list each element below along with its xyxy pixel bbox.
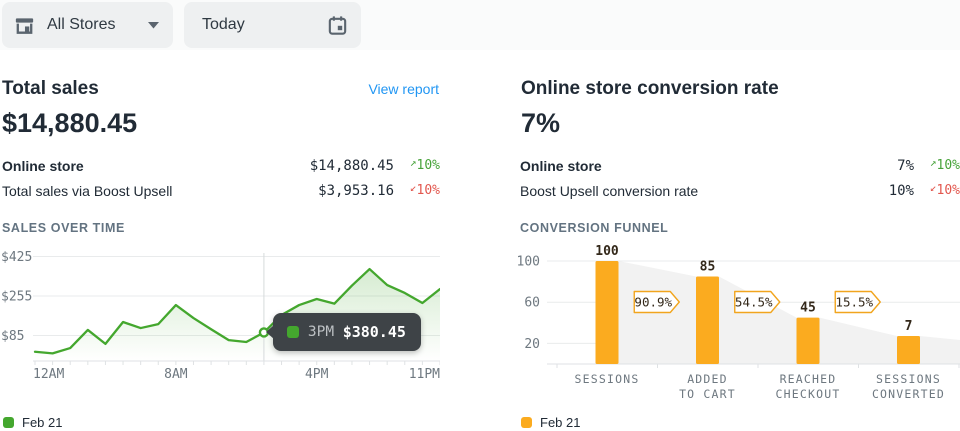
- metric-value: 7%: [897, 157, 914, 174]
- metric-value: 10%: [888, 182, 914, 199]
- metric-change: ↗10%: [929, 156, 960, 173]
- calendar-icon: [326, 14, 349, 37]
- svg-text:90.9%: 90.9%: [634, 295, 672, 310]
- svg-text:4PM: 4PM: [305, 367, 329, 382]
- date-filter-button[interactable]: Today: [184, 2, 361, 48]
- funnel-chart-legend: Feb 21: [521, 414, 581, 430]
- trend-down-icon: ↙: [929, 181, 937, 194]
- metric-row: Online store $14,880.45 ↗10%: [2, 153, 440, 178]
- tooltip-time: 3PM: [307, 324, 335, 341]
- metric-change: ↙10%: [929, 181, 960, 198]
- tooltip-value: $380.45: [342, 323, 406, 342]
- total-sales-value: $14,880.45: [2, 108, 138, 138]
- svg-text:100: 100: [517, 255, 540, 270]
- metric-change: ↗10%: [409, 156, 440, 173]
- svg-text:8AM: 8AM: [164, 367, 188, 382]
- svg-text:20: 20: [524, 337, 540, 352]
- filters-toolbar: All Stores Today: [0, 0, 960, 50]
- svg-text:SESSIONS: SESSIONS: [876, 372, 941, 386]
- metric-row: Online store 7% ↗10%: [520, 153, 960, 178]
- store-filter-label: All Stores: [47, 16, 116, 33]
- metric-row: Total sales via Boost Upsell $3,953.16 ↙…: [2, 178, 440, 203]
- total-sales-title: Total sales: [2, 78, 99, 99]
- svg-text:TO CART: TO CART: [679, 387, 736, 401]
- svg-text:SESSIONS: SESSIONS: [575, 372, 640, 386]
- legend-swatch-orange: [521, 416, 532, 428]
- conversion-rate-title: Online store conversion rate: [521, 78, 779, 99]
- svg-text:11PM: 11PM: [409, 367, 440, 382]
- sales-over-time-heading: SALES OVER TIME: [2, 221, 125, 235]
- svg-text:CHECKOUT: CHECKOUT: [776, 387, 841, 401]
- svg-text:CONVERTED: CONVERTED: [872, 387, 945, 401]
- chart-tooltip: 3PM $380.45: [265, 313, 421, 352]
- metric-value: $3,953.16: [318, 182, 394, 199]
- svg-text:60: 60: [524, 296, 540, 311]
- svg-text:15.5%: 15.5%: [835, 295, 873, 310]
- metric-change: ↙10%: [409, 181, 440, 198]
- svg-text:7: 7: [905, 319, 913, 334]
- sales-chart-legend: Feb 21: [3, 414, 63, 430]
- conversion-funnel-heading: CONVERSION FUNNEL: [520, 221, 669, 235]
- svg-text:REACHED: REACHED: [780, 372, 837, 386]
- trend-up-icon: ↗: [409, 156, 417, 169]
- legend-label: Feb 21: [540, 414, 581, 430]
- storefront-icon: [13, 14, 36, 37]
- svg-text:100: 100: [595, 245, 619, 259]
- trend-up-icon: ↗: [929, 156, 937, 169]
- svg-text:85: 85: [700, 259, 716, 274]
- svg-text:$255: $255: [1, 290, 32, 305]
- metric-row: Boost Upsell conversion rate 10% ↙10%: [520, 178, 960, 203]
- tooltip-series-swatch: [286, 326, 299, 339]
- conversion-rate-value: 7%: [521, 108, 561, 138]
- metric-label: Boost Upsell conversion rate: [520, 182, 699, 199]
- chevron-down-icon: [148, 21, 159, 29]
- metric-label: Total sales via Boost Upsell: [2, 182, 173, 199]
- metric-label: Online store: [2, 157, 84, 174]
- trend-down-icon: ↙: [409, 181, 417, 194]
- conversion-funnel-chart[interactable]: 100 60 20 100 85 45 7 90.9% 54.5% 15.5% SESSIONS AD…: [490, 245, 960, 407]
- store-filter-button[interactable]: All Stores: [2, 2, 173, 48]
- svg-text:$425: $425: [1, 250, 32, 265]
- metric-value: $14,880.45: [309, 157, 394, 174]
- metric-label: Online store: [520, 157, 602, 174]
- date-filter-label: Today: [202, 16, 245, 33]
- svg-text:54.5%: 54.5%: [735, 295, 773, 310]
- view-report-link[interactable]: View report: [368, 81, 439, 97]
- legend-swatch-green: [3, 416, 14, 428]
- svg-text:ADDED: ADDED: [687, 372, 728, 386]
- legend-label: Feb 21: [22, 414, 63, 430]
- svg-text:12AM: 12AM: [33, 367, 64, 382]
- svg-text:$85: $85: [1, 329, 24, 344]
- svg-text:45: 45: [800, 301, 816, 316]
